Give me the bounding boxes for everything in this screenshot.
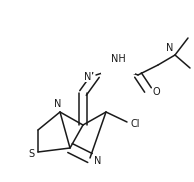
Text: O: O [152,87,160,97]
Text: N: N [94,156,102,166]
Text: S: S [28,149,34,159]
Text: NH: NH [111,54,125,64]
Text: Cl: Cl [130,119,140,129]
Text: N: N [84,72,92,82]
Text: N: N [54,99,62,109]
Text: N: N [166,43,174,53]
